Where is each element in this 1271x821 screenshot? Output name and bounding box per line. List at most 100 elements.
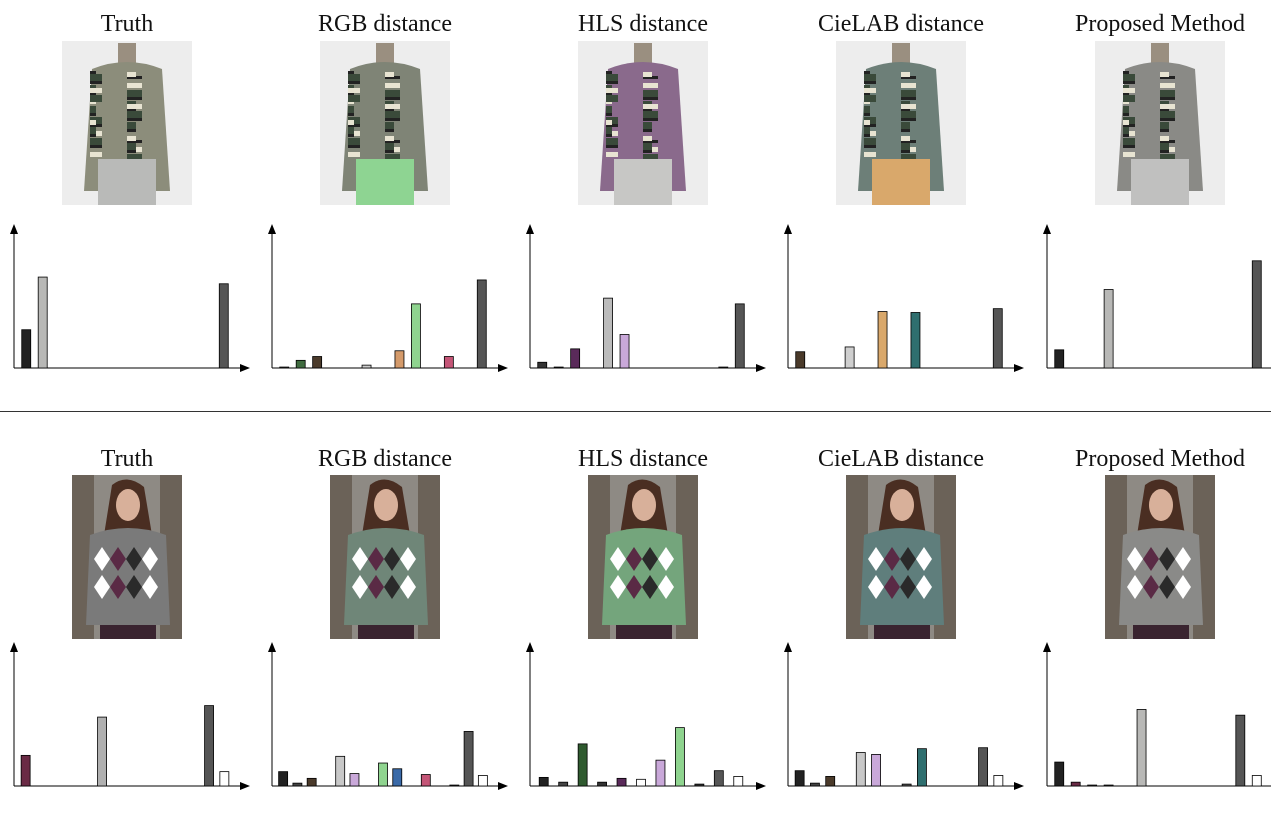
histogram-bar (279, 366, 290, 369)
histogram-bar (20, 754, 31, 787)
histogram-bar (97, 716, 107, 787)
y-axis-arrow (784, 642, 792, 652)
histogram-bar (978, 747, 988, 787)
y-axis-arrow (784, 224, 792, 234)
histogram-bar (910, 312, 921, 369)
blouse-photo (320, 41, 450, 205)
histogram-bar (463, 731, 474, 787)
histogram-bar (1251, 775, 1262, 787)
panel-title: Proposed Method (1075, 446, 1245, 472)
histogram-bar (1087, 784, 1098, 787)
histogram-bar (537, 361, 548, 369)
histogram-bar (1070, 781, 1081, 787)
histogram-bar (312, 356, 323, 369)
histogram-bar (392, 768, 403, 787)
histogram-bar (219, 771, 230, 787)
histogram-bar (477, 775, 488, 787)
blouse-photo (836, 41, 966, 205)
histogram-bar (476, 279, 487, 369)
color-histogram (268, 640, 508, 792)
histogram-bar (1251, 260, 1262, 369)
x-axis-arrow (240, 782, 250, 790)
blouse-photo (578, 41, 708, 205)
x-axis-arrow (498, 782, 508, 790)
panel-title: HLS distance (578, 446, 708, 472)
color-histogram (10, 640, 250, 792)
histogram-bar (1235, 714, 1246, 787)
histogram-bar (335, 755, 346, 787)
color-histogram (526, 222, 766, 374)
histogram-bar (292, 782, 303, 787)
histogram-bar (218, 283, 229, 369)
histogram-bar (1054, 761, 1065, 787)
x-axis-arrow (756, 364, 766, 372)
color-histogram (1043, 640, 1271, 792)
y-axis-arrow (10, 642, 18, 652)
x-axis-arrow (1014, 782, 1024, 790)
panel-title: Truth (100, 11, 154, 37)
panel-title: RGB distance (318, 446, 452, 472)
histogram-bar (1054, 349, 1065, 369)
color-histogram (784, 640, 1024, 792)
histogram-bar (734, 303, 745, 369)
histogram-bar (855, 752, 866, 787)
histogram-bar (538, 776, 549, 787)
y-axis-arrow (268, 224, 276, 234)
y-axis-arrow (1043, 642, 1051, 652)
histogram-bar (675, 727, 685, 787)
portrait-photo (330, 475, 440, 639)
portrait-photo (588, 475, 698, 639)
histogram-bar (619, 334, 630, 369)
histogram-bar (603, 297, 613, 369)
color-histogram (526, 640, 766, 792)
histogram-bar (420, 774, 431, 787)
histogram-bar (795, 351, 806, 369)
panel-title: Truth (100, 446, 154, 472)
histogram-bar (825, 776, 836, 787)
histogram-bar (844, 346, 855, 369)
histogram-bar (616, 777, 627, 787)
y-axis-arrow (526, 642, 534, 652)
histogram-bar (993, 775, 1004, 787)
histogram-bar (871, 754, 881, 787)
color-histogram (10, 222, 250, 374)
panel-title: Proposed Method (1075, 11, 1245, 37)
histogram-bar (37, 276, 48, 369)
histogram-bar (411, 303, 421, 369)
histogram-bar (901, 783, 912, 787)
histogram-bar (577, 743, 588, 787)
histogram-bar (570, 348, 581, 369)
histogram-bar (992, 308, 1003, 369)
histogram-bar (877, 311, 888, 369)
histogram-bar (443, 356, 454, 369)
histogram-bar (204, 705, 214, 787)
color-histogram (268, 222, 508, 374)
portrait-photo (846, 475, 956, 639)
histogram-bar (1103, 289, 1114, 369)
x-axis-arrow (240, 364, 250, 372)
blouse-photo (1095, 41, 1225, 205)
histogram-bar (655, 759, 666, 787)
histogram-bar (378, 762, 388, 787)
x-axis-arrow (1014, 364, 1024, 372)
row-divider (0, 411, 1271, 412)
histogram-bar (361, 364, 372, 369)
histogram-bar (553, 366, 564, 369)
histogram-bar (1103, 784, 1114, 787)
portrait-photo (1105, 475, 1215, 639)
histogram-bar (278, 771, 289, 787)
y-axis-arrow (10, 224, 18, 234)
histogram-bar (733, 776, 744, 787)
histogram-bar (917, 748, 927, 787)
x-axis-arrow (756, 782, 766, 790)
histogram-bar (794, 770, 805, 787)
histogram-bar (694, 783, 705, 787)
histogram-bar (295, 359, 306, 369)
histogram-bar (449, 784, 460, 787)
color-histogram (784, 222, 1024, 374)
panel-title: CieLAB distance (818, 446, 984, 472)
y-axis-arrow (1043, 224, 1051, 234)
blouse-photo (62, 41, 192, 205)
histogram-bar (21, 329, 32, 369)
y-axis-arrow (526, 224, 534, 234)
